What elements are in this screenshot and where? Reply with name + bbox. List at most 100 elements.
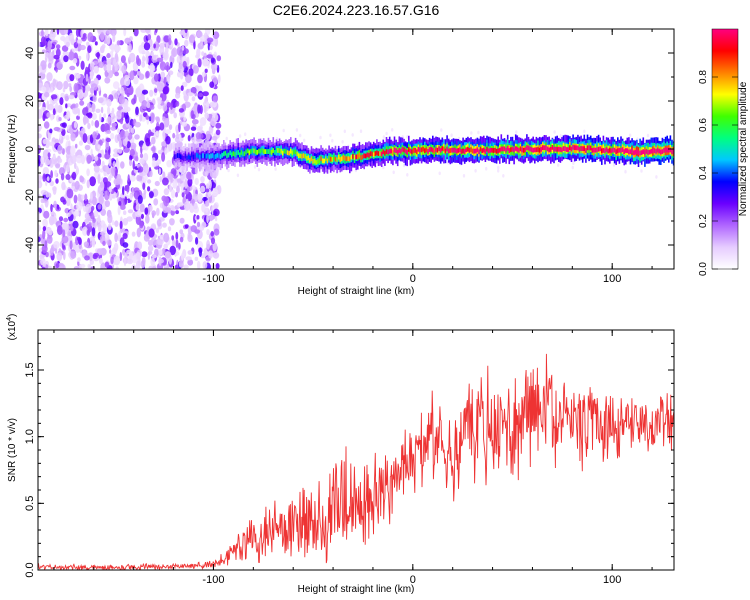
noise-cell xyxy=(187,178,193,187)
noise-cell xyxy=(146,102,151,109)
noise-cell xyxy=(157,98,162,105)
noise-cell xyxy=(110,29,117,37)
noise-cell xyxy=(159,176,163,183)
signal-cell xyxy=(368,152,370,158)
noise-cell xyxy=(406,135,409,139)
noise-cell xyxy=(167,173,174,180)
noise-cell xyxy=(40,60,47,71)
signal-cell xyxy=(388,148,391,154)
noise-cell xyxy=(98,195,104,205)
noise-cell xyxy=(184,39,189,47)
signal-cell xyxy=(424,148,426,154)
noise-cell xyxy=(150,112,155,123)
noise-cell xyxy=(106,35,111,45)
noise-cell xyxy=(192,185,196,190)
noise-cell xyxy=(135,260,141,269)
noise-cell xyxy=(122,248,126,256)
noise-cell xyxy=(97,174,101,184)
signal-cell xyxy=(548,147,550,153)
noise-cell xyxy=(45,191,50,198)
noise-cell xyxy=(56,44,61,50)
noise-cell xyxy=(101,149,105,159)
noise-cell xyxy=(474,169,477,173)
signal-cell xyxy=(432,147,434,153)
noise-cell xyxy=(114,71,119,77)
noise-cell xyxy=(299,133,302,138)
noise-cell xyxy=(72,58,78,64)
noise-cell xyxy=(206,54,214,59)
noise-cell xyxy=(212,252,220,259)
noise-cell xyxy=(110,126,116,131)
signal-cell xyxy=(288,150,290,156)
noise-cell xyxy=(117,87,121,96)
noise-cell xyxy=(202,261,208,269)
noise-cell xyxy=(170,61,173,68)
signal-cell xyxy=(328,155,330,161)
signal-cell xyxy=(298,153,300,159)
signal-cell xyxy=(258,148,260,154)
signal-cell xyxy=(558,146,560,152)
noise-cell xyxy=(212,76,218,85)
noise-cell xyxy=(43,210,50,219)
signal-cell xyxy=(586,145,589,151)
noise-cell xyxy=(52,108,56,116)
signal-cell xyxy=(546,146,549,152)
noise-cell xyxy=(59,97,64,106)
signal-cell xyxy=(240,150,243,155)
noise-cell xyxy=(50,216,58,224)
signal-cell xyxy=(267,149,270,154)
noise-cell xyxy=(137,195,143,204)
noise-cell xyxy=(171,239,176,247)
signal-cell xyxy=(671,149,673,155)
noise-cell xyxy=(199,185,206,193)
noise-cell xyxy=(89,73,94,80)
signal-cell xyxy=(443,146,445,152)
noise-cell xyxy=(105,137,111,143)
noise-cell xyxy=(175,100,180,107)
signal-cell xyxy=(615,149,617,154)
signal-cell xyxy=(274,149,276,155)
noise-cell xyxy=(183,201,191,211)
noise-cell xyxy=(151,223,156,229)
signal-cell xyxy=(569,145,571,151)
signal-cell xyxy=(559,147,562,152)
signal-cell xyxy=(329,156,332,162)
noise-cell xyxy=(382,165,385,170)
noise-cell xyxy=(213,228,220,236)
noise-cell xyxy=(198,93,204,97)
noise-cell xyxy=(161,247,166,255)
signal-cell xyxy=(605,147,608,152)
noise-cell xyxy=(166,160,172,168)
snr-series-line xyxy=(38,353,674,570)
noise-cell xyxy=(41,244,48,254)
colorbar-tick-label: 0.4 xyxy=(698,166,709,180)
noise-cell xyxy=(138,166,144,173)
noise-cell xyxy=(351,133,354,137)
noise-cell xyxy=(208,215,214,222)
noise-cell xyxy=(112,161,116,167)
spectrogram-panel: -100 0 100 -40 -20 0 20 40 Height of straight l… xyxy=(7,28,675,297)
signal-cell xyxy=(232,151,235,156)
noise-cell xyxy=(212,188,219,197)
noise-cell xyxy=(96,51,100,60)
signal-cell xyxy=(200,153,203,159)
signal-cell xyxy=(396,149,399,155)
noise-cell xyxy=(209,45,213,51)
noise-cell xyxy=(86,41,90,47)
noise-cell xyxy=(63,222,69,232)
noise-cell xyxy=(136,174,141,182)
noise-cell xyxy=(93,165,100,173)
signal-cell xyxy=(661,149,664,154)
signal-cell xyxy=(524,147,527,153)
noise-cell xyxy=(151,266,157,269)
signal-cell xyxy=(588,145,590,151)
noise-cell xyxy=(86,52,89,61)
signal-cell xyxy=(403,147,405,153)
x-tick-label: 0 xyxy=(410,273,416,285)
noise-cell xyxy=(179,134,182,142)
x-tick-label: 0 xyxy=(410,574,416,586)
noise-cell xyxy=(39,254,45,260)
noise-cell xyxy=(203,105,207,114)
noise-cell xyxy=(69,240,73,250)
noise-cell xyxy=(185,74,192,84)
